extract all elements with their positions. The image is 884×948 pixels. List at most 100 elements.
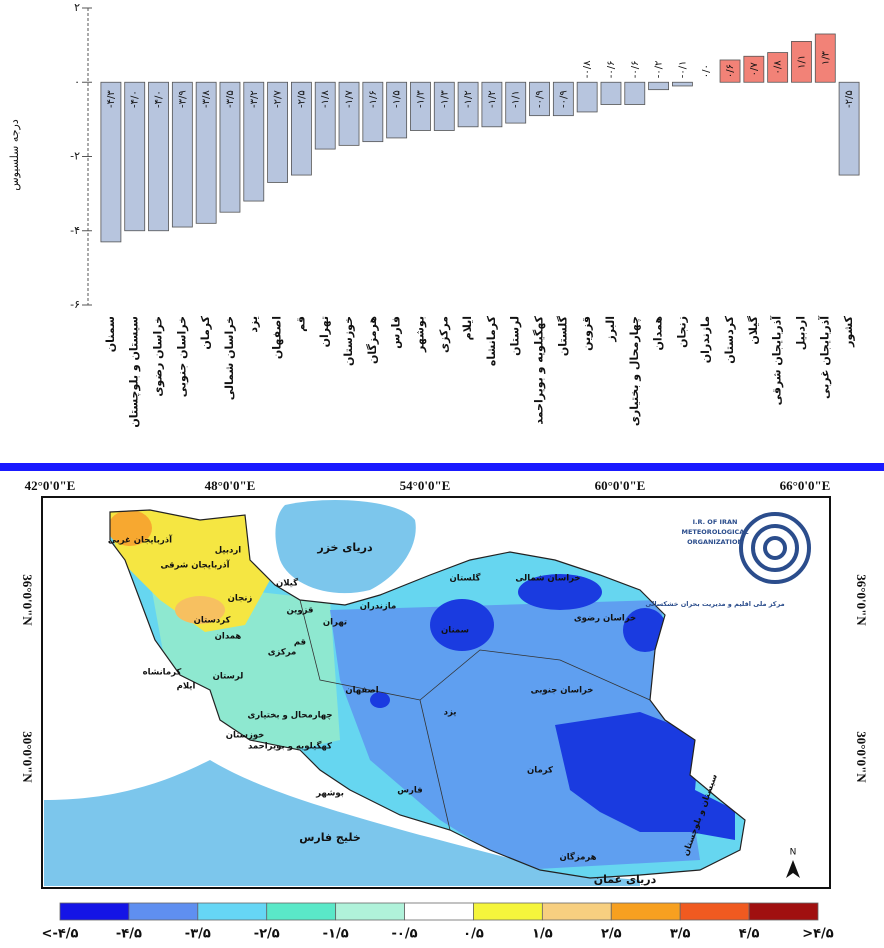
- logo-text: I.R. OF IRAN: [693, 518, 738, 526]
- map-zone: [555, 712, 735, 840]
- bar: [648, 81, 669, 91]
- place-label: آذربایجان شرقی: [160, 559, 230, 571]
- place-label: سمنان: [441, 626, 469, 636]
- map-zone: [623, 608, 667, 652]
- x-tick-label: فارس: [390, 316, 403, 349]
- place-label: مرکزی: [268, 648, 297, 658]
- place-label: دریای عمان: [594, 873, 657, 886]
- place-label: هرمزگان: [559, 852, 596, 863]
- x-tick-label: ایلام: [461, 316, 474, 340]
- bar: [338, 81, 360, 146]
- latitude-label: 30°0'0"N: [854, 731, 869, 783]
- bar: [100, 81, 122, 243]
- x-tick-label: سیستان و بلوچستان: [128, 316, 141, 428]
- x-tick-label: هرمزگان: [366, 316, 379, 364]
- place-label: گلستان: [450, 573, 481, 584]
- place-label: یزد: [444, 708, 457, 718]
- longitude-label: 60°0'0"E: [595, 478, 646, 493]
- value-label: -۱/۲: [463, 90, 474, 108]
- place-label: آذربایجان غربی: [108, 534, 173, 546]
- value-label: -۰/۹: [535, 90, 546, 108]
- value-label: -۳/۸: [201, 90, 212, 108]
- place-label: خلیج فارس: [299, 831, 361, 844]
- x-tick-label: یزد: [247, 316, 260, 333]
- place-label: خراسان شمالی: [515, 574, 580, 584]
- bar: [552, 81, 574, 117]
- legend-label: -۲/۵: [254, 927, 280, 942]
- bar: [624, 81, 646, 105]
- map-zone: [370, 692, 390, 708]
- place-label: قم: [294, 638, 306, 648]
- x-tick-label: بوشهر: [413, 316, 426, 353]
- value-label: -۱/۲: [487, 90, 498, 108]
- x-tick-label: کهگیلویه و بویراحمد: [533, 315, 546, 424]
- x-tick-label: خراسان جنوبی: [175, 316, 188, 397]
- bar: [148, 81, 169, 232]
- legend-label: ۴/۵: [739, 927, 760, 942]
- bar: [267, 81, 288, 183]
- bar: [410, 81, 431, 131]
- x-tick-label: تهران: [318, 316, 331, 347]
- legend-label: -۱/۵: [323, 927, 349, 942]
- legend-swatch: [59, 902, 130, 921]
- gulf: [44, 760, 640, 886]
- value-label: ۰/۶: [725, 64, 736, 78]
- x-tick-label: لرستان: [509, 316, 522, 356]
- y-tick-label: ۲: [74, 1, 80, 14]
- x-tick-label: کرمان: [199, 315, 212, 349]
- value-label: -۰/۶: [606, 61, 617, 79]
- bar: [195, 81, 217, 224]
- bar: [314, 81, 336, 150]
- value-label: -۰/۶: [630, 61, 641, 79]
- legend-label: -۴/۵: [116, 927, 142, 942]
- value-label: ۱/۳: [820, 50, 831, 65]
- place-label: اردبیل: [215, 546, 242, 556]
- place-label: خوزستان: [226, 731, 265, 741]
- map-zone: [430, 599, 494, 651]
- latitude-label: 30°0'0"N: [20, 731, 35, 783]
- value-label: -۰/۹: [558, 90, 569, 108]
- x-tick-label: خوزستان: [342, 316, 355, 366]
- value-label: -۱/۵: [392, 90, 403, 108]
- x-tick-label: آذربایجان شرقی: [770, 316, 784, 406]
- bar: [743, 55, 765, 83]
- place-label: دریای خزر: [316, 541, 373, 554]
- value-label: -۱/۱: [511, 90, 522, 108]
- legend-label: ۳/۵: [670, 927, 691, 942]
- separator: [0, 463, 884, 471]
- place-label: خراسان رضوی: [574, 614, 636, 624]
- north-label: N: [790, 848, 797, 858]
- x-tick-label: زنجان: [675, 316, 688, 348]
- value-label: -۰/۸: [582, 60, 593, 78]
- legend-label: -۳/۵: [185, 927, 211, 942]
- logo-text: METEOROLOGICAL: [682, 528, 749, 536]
- legend-swatch: [197, 902, 268, 921]
- y-tick-label: -۶: [70, 298, 80, 311]
- logo-text: مرکز ملی اقلیم و مدیریت بحران خشکسالی: [645, 600, 784, 608]
- place-label: همدان: [215, 632, 242, 642]
- bar: [457, 81, 479, 128]
- bar: [243, 81, 265, 202]
- y-axis-title: درجه سلسیوس: [8, 119, 21, 191]
- bar: [386, 81, 408, 139]
- value-label: -۱/۳: [439, 90, 450, 108]
- place-label: کردستان: [194, 616, 231, 626]
- bar: [600, 81, 622, 105]
- legend-swatch: [473, 902, 543, 921]
- value-label: -۴/۳: [106, 90, 117, 108]
- x-tick-label: کردستان: [723, 315, 736, 363]
- y-tick-label: ۰: [74, 75, 80, 88]
- place-label: کرمان: [527, 766, 553, 776]
- x-tick-label: آذربایجان غربی: [817, 316, 831, 399]
- legend-swatch: [335, 902, 405, 921]
- x-tick-label: مرکزی: [437, 316, 450, 353]
- x-tick-label: کرمانشاه: [485, 315, 498, 366]
- legend-swatch: [679, 902, 750, 921]
- map: [41, 496, 831, 889]
- x-tick-label: مازندران: [699, 316, 712, 363]
- longitude-label: 66°0'0"E: [780, 478, 831, 493]
- value-label: -۱/۷: [344, 90, 355, 108]
- value-label: -۱/۳: [415, 90, 426, 108]
- map-zone: [518, 574, 602, 610]
